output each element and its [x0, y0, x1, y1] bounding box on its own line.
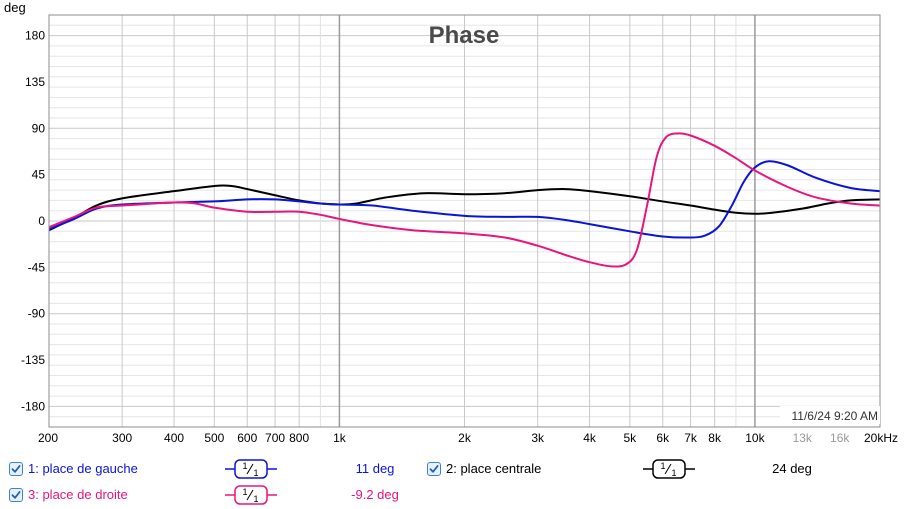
y-tick-label: 180: [25, 29, 45, 43]
checkmark-icon: [11, 491, 21, 499]
x-tick-label: 4k: [583, 431, 597, 445]
x-tick-label: 400: [164, 431, 184, 445]
smoothing-badge-icon: 11: [225, 459, 277, 479]
smoothing-badge-icon: 11: [225, 485, 277, 505]
x-tick-label: 8k: [708, 431, 722, 445]
x-tick-label: 10k: [745, 431, 765, 445]
timestamp-background: [780, 406, 880, 424]
y-tick-label: 135: [25, 75, 45, 89]
grid: [48, 14, 881, 428]
checkmark-icon: [429, 465, 439, 473]
series-line-place-de-droite: [48, 132, 881, 268]
x-tick-label: 1k: [333, 431, 347, 445]
y-tick-label: 90: [32, 121, 46, 135]
y-tick-label: 45: [32, 168, 46, 182]
x-tick-label: 200: [38, 431, 58, 445]
y-tick-label: -135: [21, 353, 45, 367]
x-tick-label: 300: [112, 431, 132, 445]
y-tick-label: -180: [21, 399, 45, 413]
x-tick-label: 7k: [684, 431, 698, 445]
legend-value: 24 deg: [772, 461, 812, 476]
svg-text:1: 1: [671, 468, 676, 478]
legend-checkbox[interactable]: [427, 462, 441, 476]
x-tick-label: 13k: [793, 431, 813, 445]
y-tick-label: 0: [38, 214, 45, 228]
legend-checkbox[interactable]: [9, 488, 23, 502]
phase-chart: 180 135 90 45 0 -45 -90 -135 -180 200 300 400 500 600…: [4, 0, 898, 445]
svg-text:1: 1: [253, 494, 258, 504]
y-axis-label: deg: [4, 0, 26, 15]
series-line-place-centrale: [48, 184, 881, 232]
x-tick-label: 800: [289, 431, 309, 445]
timestamp: 11/6/24 9:20 AM: [791, 409, 878, 423]
x-tick-label: 700: [265, 431, 285, 445]
plot-frame: [48, 14, 881, 428]
legend-value: 11 deg: [355, 461, 395, 476]
svg-text:1: 1: [253, 468, 258, 478]
x-tick-label: 3k: [531, 431, 545, 445]
x-tick-label: 6k: [656, 431, 670, 445]
checkmark-icon: [11, 465, 21, 473]
legend-label: 1: place de gauche: [28, 461, 138, 476]
series-line-place-de-gauche: [48, 160, 881, 239]
tick-labels: 180 135 90 45 0 -45 -90 -135 -180 200 300 400 500 600…: [21, 29, 898, 445]
legend-label: 3: place de droite: [28, 487, 128, 502]
x-tick-label: 5k: [624, 431, 638, 445]
svg-text:1: 1: [242, 461, 247, 471]
legend: 1: place de gauche 1 1 11 deg 2: place centr…: [0, 455, 904, 509]
legend-value: -9.2 deg: [351, 487, 399, 502]
y-tick-label: -45: [28, 260, 46, 274]
y-tick-label: -90: [28, 307, 46, 321]
legend-label: 2: place centrale: [446, 461, 542, 476]
series-layer: [48, 132, 881, 268]
x-tick-label: 16k: [830, 431, 850, 445]
chart-title: Phase: [429, 22, 500, 49]
x-tick-label: 500: [204, 431, 224, 445]
smoothing-badge-icon: 11: [643, 459, 695, 479]
x-tick-label: 2k: [458, 431, 472, 445]
x-tick-label: 20kHz: [864, 431, 898, 445]
svg-text:1: 1: [242, 487, 247, 497]
legend-checkbox[interactable]: [9, 462, 23, 476]
svg-text:1: 1: [660, 461, 665, 471]
x-tick-label: 600: [237, 431, 257, 445]
